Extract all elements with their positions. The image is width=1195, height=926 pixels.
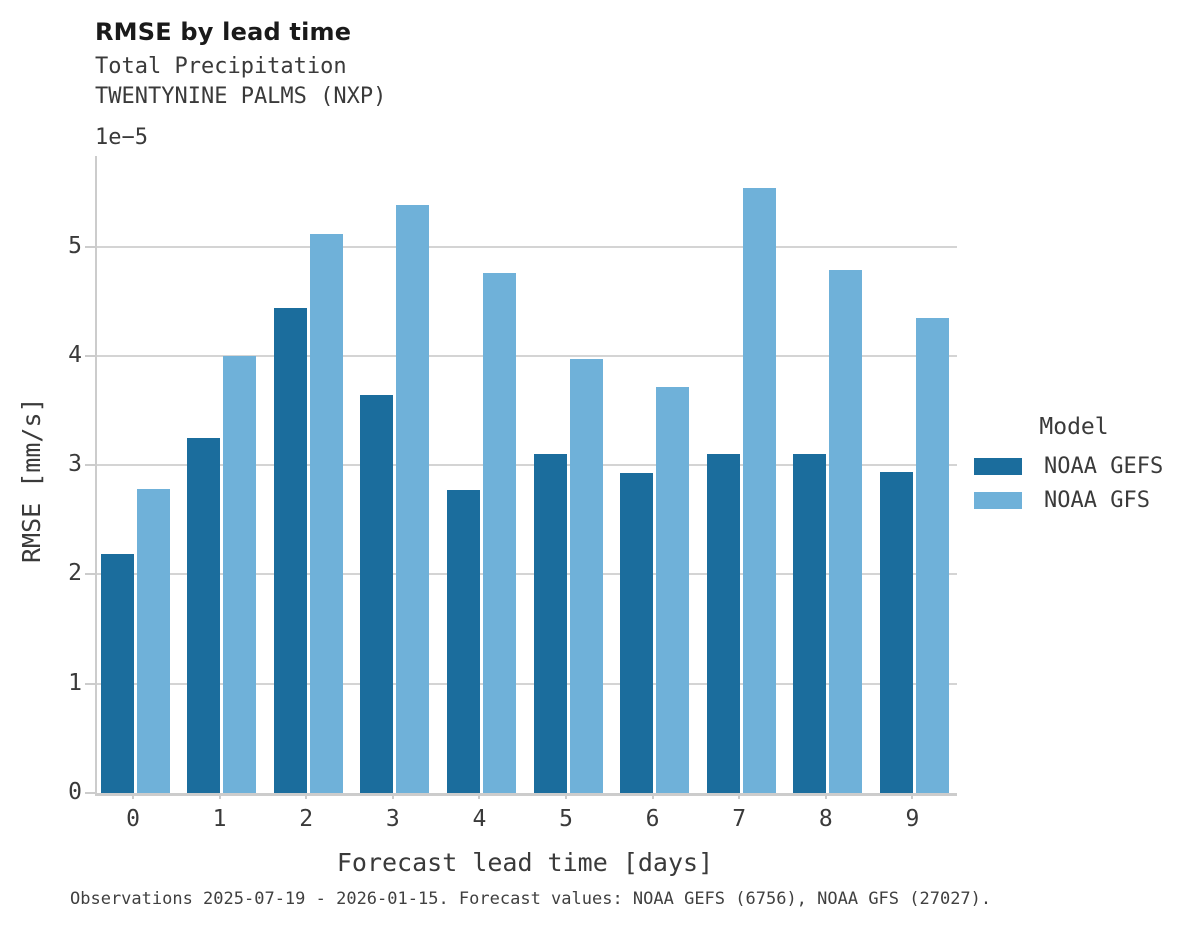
- y-tick-4: [85, 354, 95, 357]
- y-tick-label-3: 3: [68, 451, 82, 478]
- bar-noaa-gefs-day-3: [360, 395, 394, 793]
- x-tick-label-5: 5: [559, 806, 573, 832]
- gridline-y-2: [97, 573, 957, 576]
- x-tick-3: [391, 793, 394, 799]
- x-tick-8: [824, 793, 827, 799]
- legend-swatch-gfs-icon: [974, 491, 1022, 509]
- x-tick-9: [911, 793, 914, 799]
- x-axis-line: [95, 793, 957, 796]
- x-tick-label-8: 8: [818, 806, 833, 832]
- subtitle-station: TWENTYNINE PALMS (NXP): [95, 84, 387, 109]
- x-tick-6: [651, 793, 654, 799]
- bar-noaa-gefs-day-9: [879, 471, 913, 793]
- x-tick-label-2: 2: [299, 806, 314, 832]
- plot-area: [85, 156, 957, 796]
- x-tick-label-7: 7: [732, 806, 747, 832]
- legend-swatch-gefs-icon: [974, 457, 1022, 475]
- x-tick-1: [218, 793, 221, 799]
- bar-noaa-gfs-day-1: [223, 355, 257, 793]
- bar-noaa-gfs-day-5: [569, 359, 603, 793]
- y-tick-2: [85, 573, 95, 576]
- x-tick-label-4: 4: [472, 806, 487, 832]
- bar-noaa-gefs-day-8: [793, 454, 827, 793]
- y-tick-label-0: 0: [68, 779, 82, 805]
- bar-noaa-gefs-day-1: [187, 437, 221, 793]
- y-tick-label-1: 1: [68, 669, 82, 696]
- y-tick-0: [85, 792, 95, 794]
- x-tick-label-0: 0: [126, 806, 140, 832]
- page-title: RMSE by lead time: [95, 18, 352, 46]
- x-tick-label-3: 3: [385, 806, 400, 832]
- legend: Model NOAA GEFS NOAA GFS: [974, 414, 1174, 517]
- x-tick-label-1: 1: [212, 806, 227, 832]
- y-tick-label-5: 5: [68, 232, 82, 259]
- bar-noaa-gefs-day-7: [706, 454, 740, 793]
- y-axis-offset-label: 1e−5: [95, 125, 148, 150]
- y-tick-5: [85, 245, 95, 248]
- bar-noaa-gfs-day-9: [915, 317, 949, 793]
- bar-noaa-gfs-day-3: [396, 205, 430, 793]
- gridline-y-5: [97, 245, 957, 248]
- bar-noaa-gefs-day-0: [100, 553, 134, 793]
- bar-noaa-gfs-day-8: [829, 269, 863, 793]
- legend-entry-noaa-gefs: NOAA GEFS: [974, 449, 1174, 483]
- legend-entry-noaa-gfs: NOAA GFS: [974, 483, 1174, 517]
- y-tick-1: [85, 682, 95, 685]
- x-tick-5: [565, 793, 567, 799]
- x-tick-label-9: 9: [905, 806, 920, 832]
- y-tick-3: [85, 464, 95, 467]
- x-tick-2: [305, 793, 308, 799]
- x-tick-4: [478, 793, 481, 799]
- gridline-y-3: [97, 464, 957, 467]
- bar-noaa-gfs-day-4: [482, 272, 516, 793]
- x-axis-title: Forecast lead time [days]: [336, 848, 714, 877]
- bar-noaa-gefs-day-4: [446, 490, 480, 793]
- gridline-y-4: [97, 354, 957, 357]
- bar-noaa-gfs-day-2: [309, 233, 343, 793]
- bar-noaa-gfs-day-7: [742, 187, 776, 793]
- y-tick-label-4: 4: [68, 341, 82, 368]
- legend-label-gefs: NOAA GEFS: [1044, 453, 1164, 479]
- bar-noaa-gefs-day-2: [273, 307, 307, 793]
- gridline-y-1: [97, 682, 957, 685]
- subtitle-variable: Total Precipitation: [95, 54, 347, 79]
- x-tick-0: [132, 793, 134, 799]
- legend-title: Model: [1039, 414, 1109, 440]
- y-tick-label-2: 2: [68, 560, 82, 587]
- bar-noaa-gefs-day-5: [533, 454, 567, 793]
- bar-noaa-gefs-day-6: [620, 472, 654, 793]
- x-tick-label-6: 6: [645, 806, 660, 832]
- bar-noaa-gfs-day-0: [136, 489, 170, 793]
- x-tick-7: [738, 793, 741, 799]
- footnote-caption: Observations 2025-07-19 - 2026-01-15. Fo…: [70, 889, 992, 909]
- bar-noaa-gfs-day-6: [656, 386, 690, 793]
- chart-subtitle: Total Precipitation TWENTYNINE PALMS (NXP…: [95, 52, 386, 112]
- legend-label-gfs: NOAA GFS: [1044, 487, 1150, 513]
